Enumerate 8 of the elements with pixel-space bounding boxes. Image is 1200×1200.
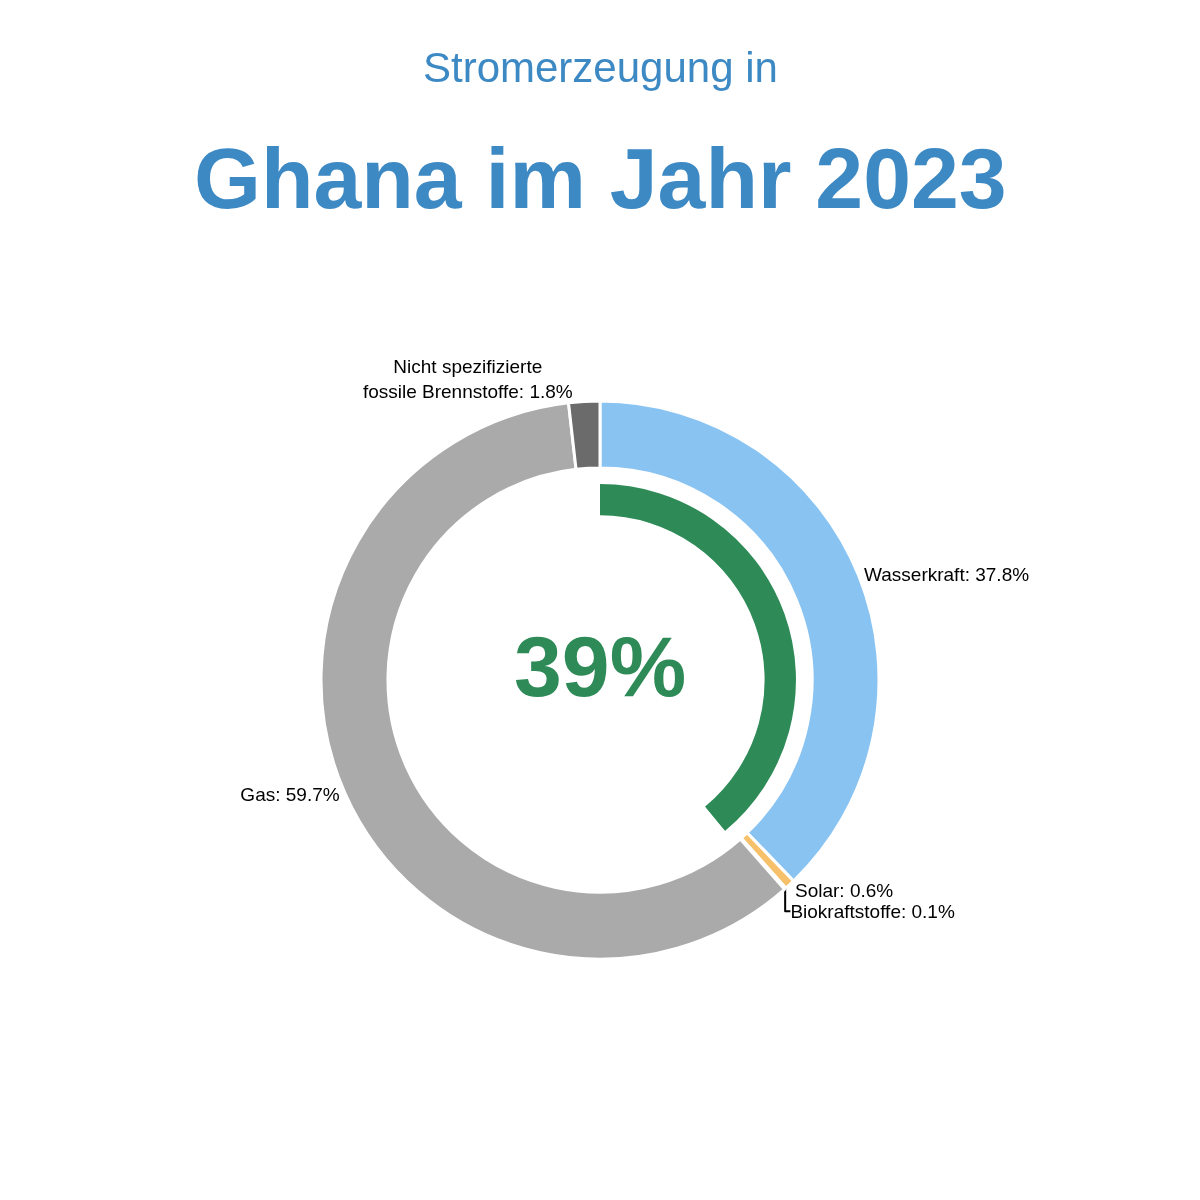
text: 39% [514, 618, 687, 714]
slice-label: Gas: 59.7% [240, 784, 340, 806]
slice-label: Nicht spezifizierte fossile Brennstoffe: 1.8% [362, 355, 573, 402]
slice-label: Wasserkraft: 37.8% [864, 563, 1030, 585]
chart-title: Ghana im Jahr 2023 [194, 130, 1007, 226]
slice-label: Solar: 0.6% [794, 879, 894, 901]
chart-subtitle: Stromerzeugung in [423, 44, 778, 91]
slice-label: Biokraftstoffe: 0.1% [790, 900, 955, 922]
